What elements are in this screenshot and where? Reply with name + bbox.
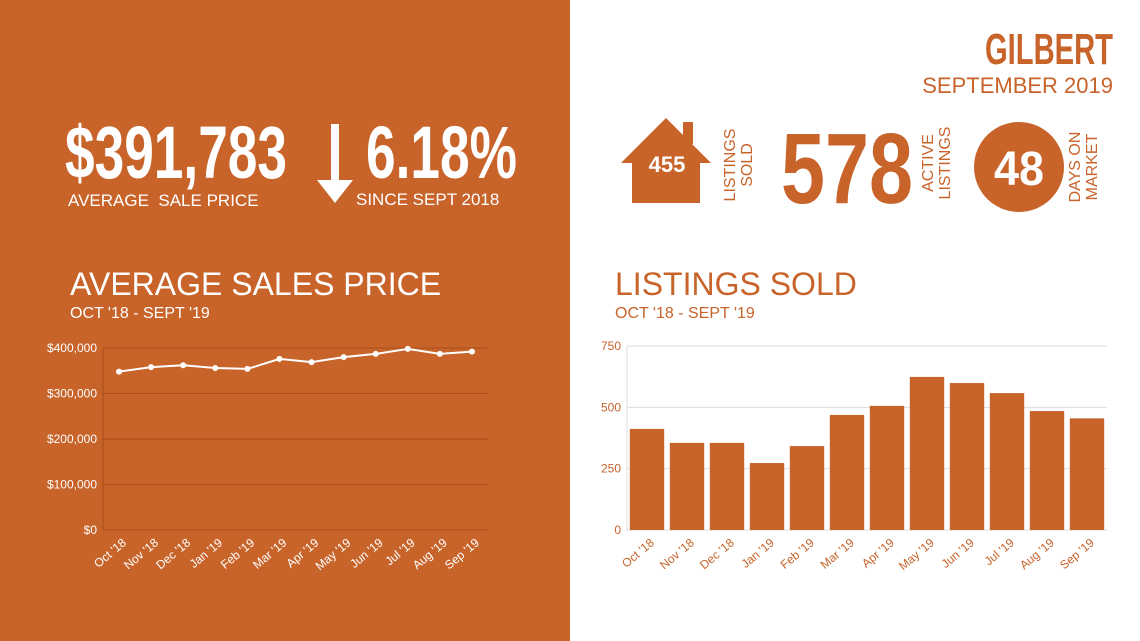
price-change-label: SINCE SEPT 2018 [356, 190, 499, 209]
point [148, 364, 155, 371]
point [404, 345, 411, 352]
bar [709, 442, 745, 530]
point [468, 348, 475, 355]
bar [909, 376, 945, 530]
point [276, 355, 283, 362]
bar [789, 446, 825, 530]
point [244, 365, 251, 372]
average-price: $391,783 [65, 111, 287, 194]
chart-subtitle: OCT '18 - SEPT '19 [615, 305, 755, 322]
y-tick-label: 750 [601, 339, 621, 353]
bar [829, 414, 865, 530]
y-tick-label: 0 [614, 523, 621, 537]
bar [949, 383, 985, 530]
active-listings-value: 578 [781, 113, 913, 225]
point [180, 362, 187, 369]
bar [1029, 411, 1065, 530]
city: GILBERT [985, 25, 1113, 74]
house-icon [621, 118, 711, 203]
bar [869, 405, 905, 530]
stat-label: MARKET [1084, 133, 1101, 200]
stat-label: LISTINGS [722, 129, 739, 202]
point [372, 350, 379, 357]
left-panel [0, 0, 570, 641]
listings-sold-value: 455 [649, 152, 686, 177]
bar [749, 463, 785, 530]
stat-label: DAYS ON [1067, 132, 1084, 203]
bar [989, 393, 1025, 530]
bar [1069, 418, 1105, 530]
down-arrow [317, 124, 353, 203]
period: SEPTEMBER 2019 [922, 73, 1113, 98]
point [340, 354, 347, 361]
y-tick-label: 250 [601, 462, 621, 476]
line [118, 347, 473, 373]
y-tick-label: $200,000 [47, 432, 97, 446]
point [308, 359, 315, 366]
stat-label: LISTINGS [937, 127, 954, 200]
point [436, 350, 443, 357]
bar [629, 428, 665, 530]
stat-label: ACTIVE [920, 134, 937, 192]
stat-label: SOLD [739, 143, 756, 187]
days-on-market-value: 48 [994, 143, 1044, 196]
average-price-label: AVERAGE SALE PRICE [68, 191, 259, 210]
y-tick-label: $300,000 [47, 387, 97, 401]
chart-title: LISTINGS SOLD [615, 266, 857, 302]
days-circle [974, 122, 1064, 212]
y-tick-label: $400,000 [47, 341, 97, 355]
chart-title: AVERAGE SALES PRICE [70, 266, 441, 302]
price-change: 6.18% [366, 111, 517, 194]
chart-subtitle: OCT '18 - SEPT '19 [70, 305, 210, 322]
y-tick-label: $100,000 [47, 478, 97, 492]
y-tick-label: 500 [601, 400, 621, 414]
point [116, 368, 123, 375]
point [212, 365, 219, 372]
right-panel [570, 0, 1140, 641]
bar [669, 442, 705, 530]
y-tick-label: $0 [84, 523, 98, 537]
